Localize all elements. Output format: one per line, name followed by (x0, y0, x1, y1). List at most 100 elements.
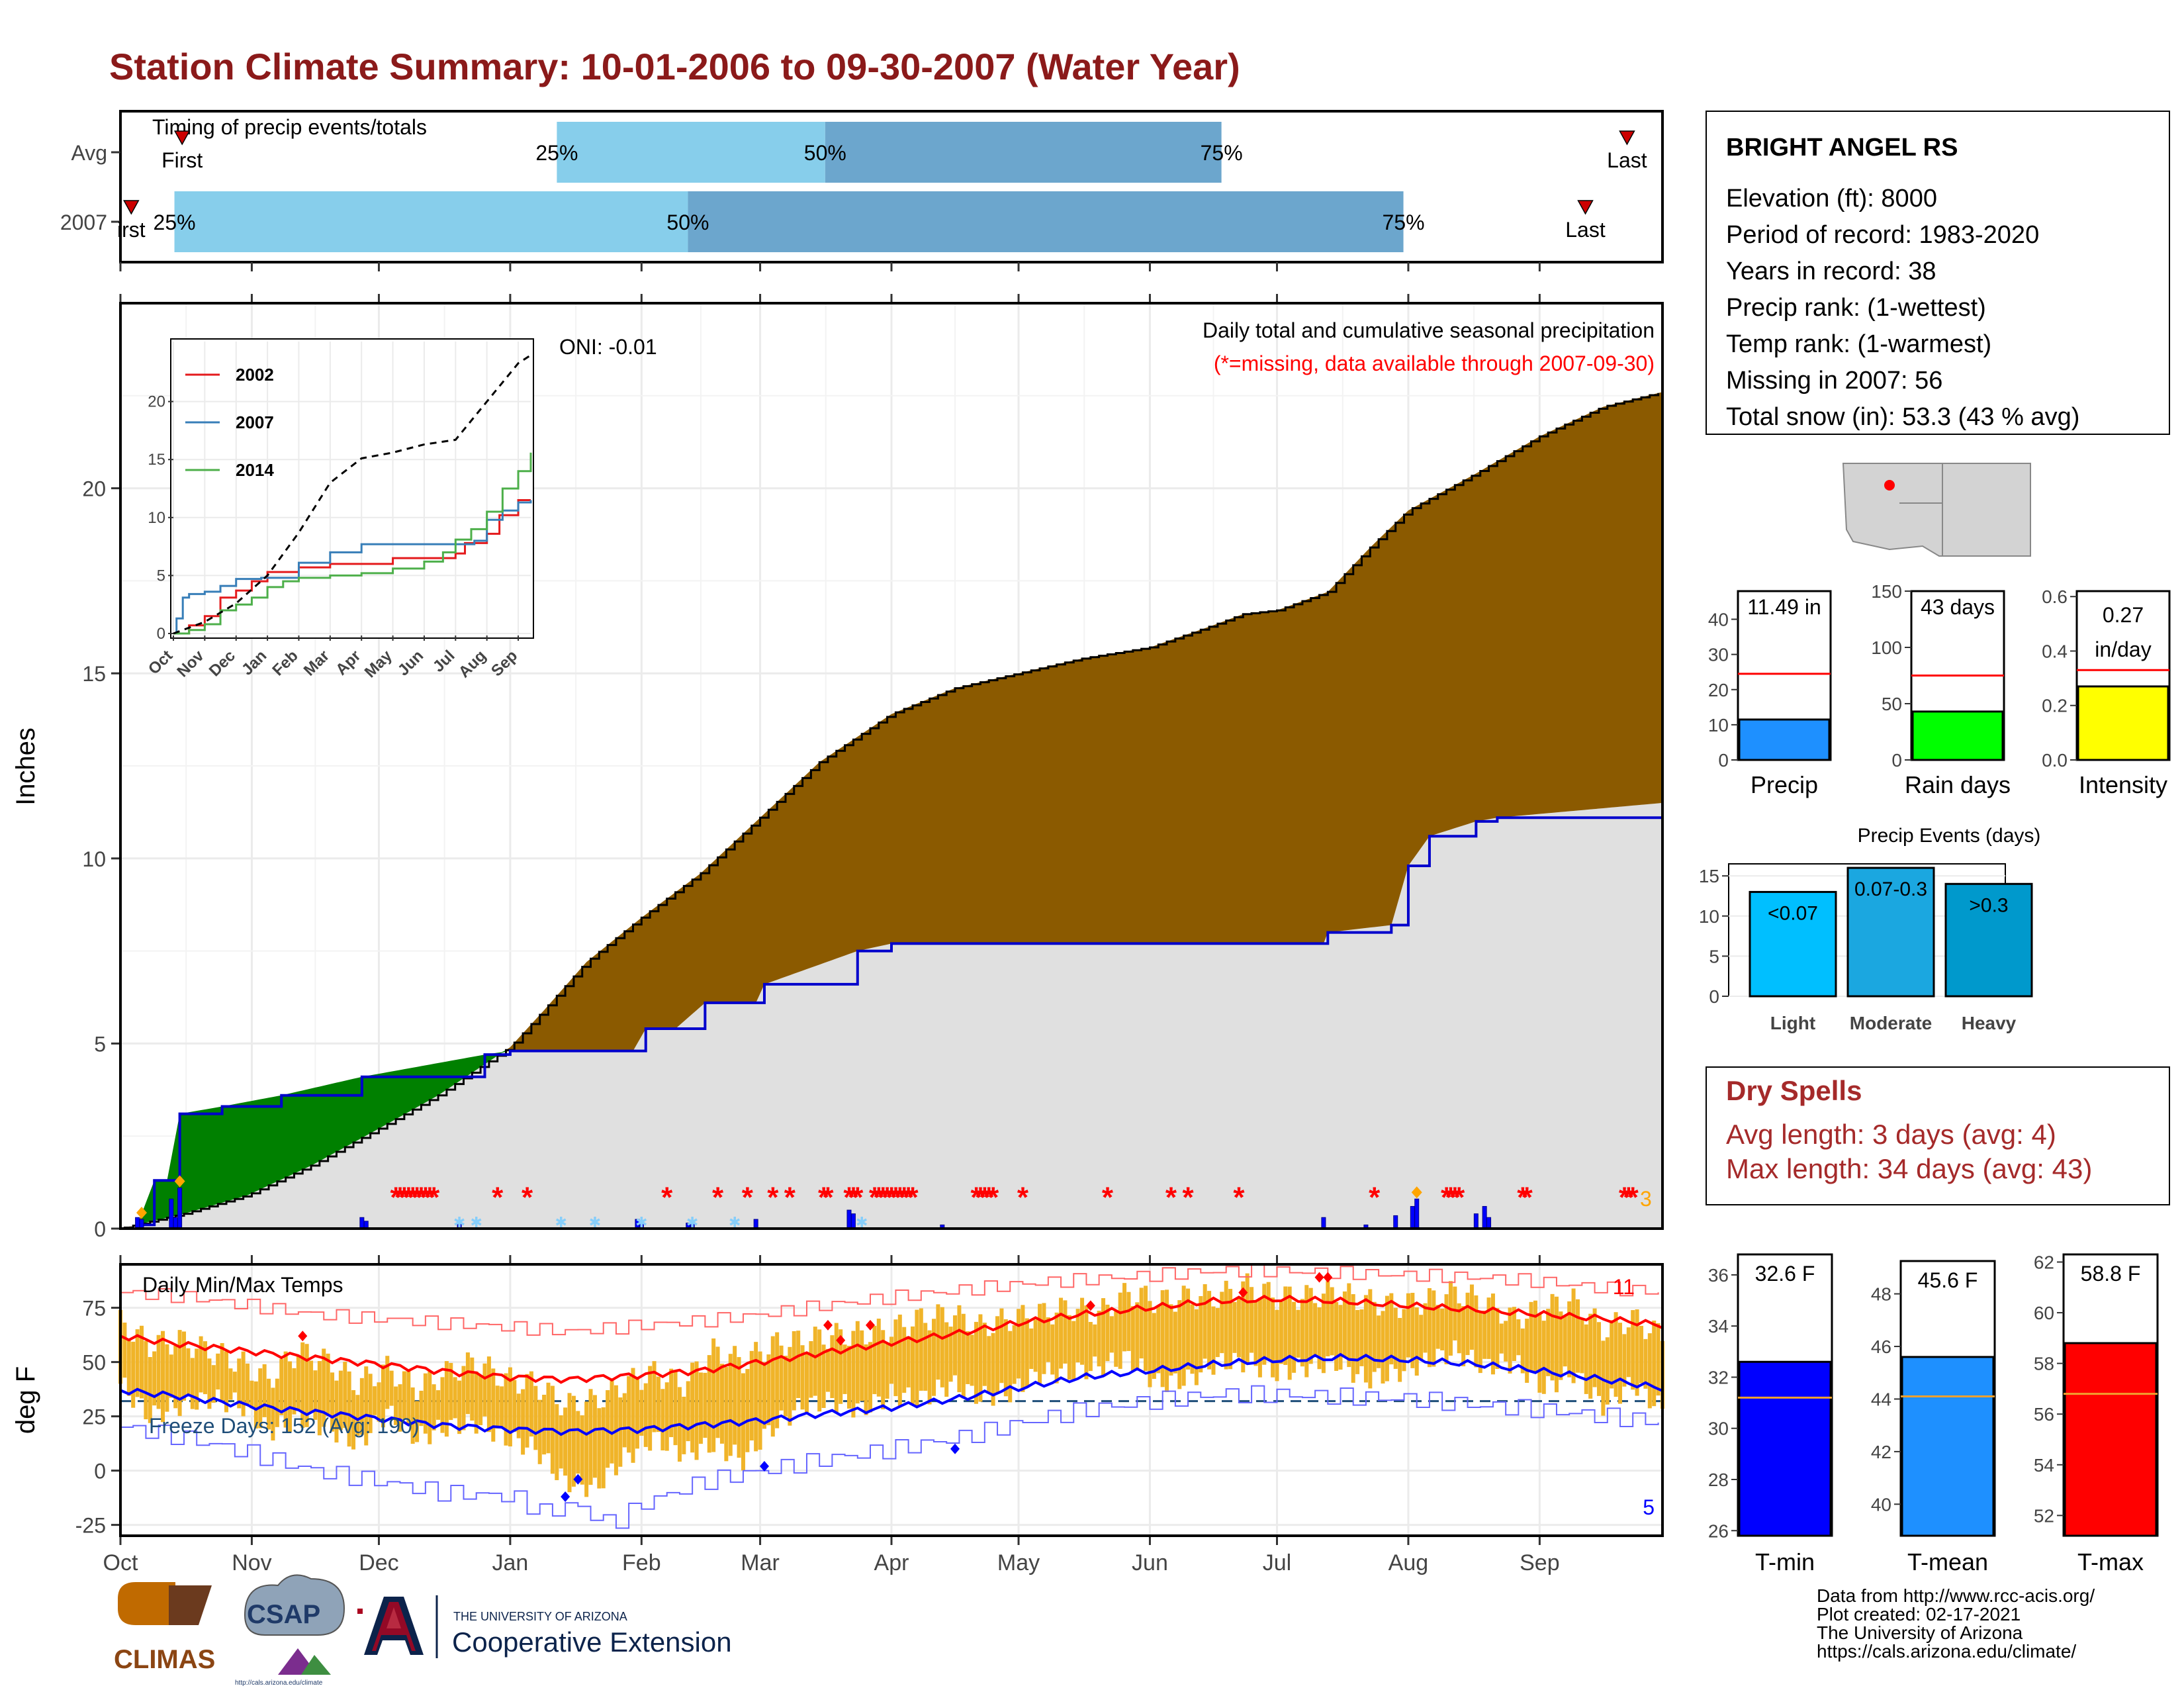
daily-temp-bar (715, 1346, 720, 1438)
precip-panel-subtitle: (*=missing, data available through 2007-… (1214, 352, 1655, 375)
snow-marker: ✱ (856, 1214, 868, 1231)
missing-day-marker: * (1369, 1182, 1381, 1214)
station-info-line: Years in record: 38 (1726, 258, 1936, 285)
daily-temp-bar (610, 1378, 614, 1464)
daily-temp-bar (1469, 1284, 1474, 1350)
temp-summary-bars: 26 28 30 32 34 36 32.6 F T-min 40 42 44 46 48 45.6 F T… (1708, 1252, 2159, 1575)
avg-min-line (120, 1352, 1663, 1436)
daily-temp-bar (512, 1380, 517, 1432)
missing-day-marker: * (1233, 1182, 1245, 1214)
daily-temp-bar (775, 1332, 780, 1429)
missing-day-marker: * (873, 1182, 885, 1214)
station-info-box: BRIGHT ANGEL RS Elevation (ft): 8000 Peri… (1706, 111, 2170, 435)
timing-pct-label: 75% (1201, 141, 1243, 165)
inset-legend-label: 2014 (236, 460, 274, 480)
daily-temp-bar (1520, 1328, 1525, 1374)
missing-day-marker: * (894, 1182, 906, 1214)
precip-y-tick: 5 (94, 1032, 106, 1056)
missing-day-marker: * (1165, 1182, 1177, 1214)
daily-temp-bar (1486, 1297, 1491, 1359)
location-map (1842, 463, 2031, 557)
daily-temp-bar (1656, 1323, 1661, 1396)
ua-big-text: Cooperative Extension (452, 1626, 732, 1658)
daily-temp-bar (1257, 1297, 1262, 1378)
daily-temp-bar (1046, 1317, 1050, 1362)
missing-day-marker: * (416, 1182, 428, 1214)
missing-count: 3 (1640, 1187, 1652, 1211)
daily-temp-bar (1271, 1297, 1275, 1378)
daily-temp-bar (1169, 1304, 1173, 1376)
timing-first-marker (123, 200, 140, 215)
credit-line: https://cals.arizona.edu/climate/ (1817, 1641, 2076, 1662)
snow-marker: ✱ (589, 1214, 601, 1231)
daily-temp-bar (232, 1372, 237, 1393)
daily-temp-bar (1592, 1308, 1597, 1387)
missing-day-marker: * (818, 1182, 830, 1214)
summary-value-label: 0.27 (2103, 603, 2144, 627)
daily-temp-bar (1296, 1309, 1300, 1358)
daily-temp-bar (1135, 1302, 1140, 1370)
daily-temp-bar (779, 1345, 784, 1411)
daily-temp-bar (1144, 1286, 1148, 1372)
daily-temp-bar (516, 1393, 521, 1438)
daily-temp-bar (347, 1371, 351, 1447)
timing-last-label: Last (1565, 218, 1606, 242)
daily-temp-bar (1381, 1311, 1385, 1384)
daily-temp-bar (1419, 1315, 1424, 1360)
daily-temp-bar (719, 1364, 724, 1444)
timing-first-label: First (161, 148, 203, 172)
daily-temp-bar (1050, 1324, 1055, 1375)
daily-temp-bar (885, 1342, 889, 1399)
daily-temp-bar (1088, 1322, 1093, 1372)
daily-temp-bar (1186, 1288, 1191, 1370)
timing-bar-late (688, 191, 1404, 252)
daily-temp-bar (186, 1348, 191, 1394)
daily-temp-bar (373, 1386, 377, 1415)
missing-day-marker: * (403, 1182, 415, 1214)
summary-category-label: Precip (1751, 771, 1818, 798)
daily-temp-bar (1241, 1281, 1246, 1373)
daily-temp-bar (588, 1389, 593, 1485)
snow-marker: ✱ (635, 1214, 647, 1231)
daily-temp-bar (897, 1314, 902, 1407)
temp-summary-value-label: 32.6 F (1755, 1262, 1815, 1286)
daily-temp-bar (893, 1319, 898, 1397)
ua-logo: THE UNIVERSITY OF ARIZONA Cooperative Ex… (357, 1595, 732, 1658)
daily-temp-bar (1635, 1309, 1639, 1396)
inset-series-line (173, 500, 532, 635)
record-low-marker (573, 1474, 583, 1485)
temp-summary-value-label: 45.6 F (1918, 1268, 1978, 1292)
daily-temp-bar (1508, 1307, 1512, 1374)
daily-precip-bar (173, 1217, 178, 1229)
station-info-line: Elevation (ft): 8000 (1726, 185, 1937, 212)
timing-pct-label: 25% (535, 141, 578, 165)
daily-temp-bar (237, 1358, 242, 1409)
daily-temp-bar (377, 1382, 381, 1422)
daily-temp-bar (1130, 1306, 1135, 1371)
timing-bar-late (825, 122, 1222, 183)
missing-day-marker: * (390, 1182, 402, 1214)
missing-day-marker: * (843, 1182, 855, 1214)
daily-temp-bar (1199, 1295, 1203, 1373)
timing-first-marker (173, 130, 191, 146)
missing-day-marker: * (1627, 1182, 1639, 1214)
daily-temp-bar (1389, 1293, 1394, 1365)
daily-precip-bar (1414, 1198, 1420, 1229)
daily-temp-bar (567, 1393, 572, 1493)
csap-url: http://cals.arizona.edu/climate (235, 1679, 323, 1687)
daily-temp-bar (1567, 1301, 1572, 1378)
daily-temp-bar (639, 1389, 644, 1436)
timing-last-marker (1577, 200, 1594, 215)
daily-temp-bar (1300, 1299, 1304, 1367)
daily-temp-bar (1537, 1314, 1542, 1393)
daily-temp-bar (1232, 1301, 1237, 1353)
daily-temp-bar (1245, 1273, 1250, 1364)
avg-cumulative-line (120, 393, 1660, 1230)
daily-temp-bar (271, 1387, 275, 1441)
daily-temp-bar (1029, 1328, 1034, 1370)
daily-temp-bar (961, 1313, 966, 1399)
daily-temp-bar (703, 1372, 707, 1438)
daily-temp-bar (1250, 1287, 1254, 1353)
credit-line: Plot created: 02-17-2021 (1817, 1604, 2021, 1624)
missing-day-marker: * (987, 1182, 999, 1214)
